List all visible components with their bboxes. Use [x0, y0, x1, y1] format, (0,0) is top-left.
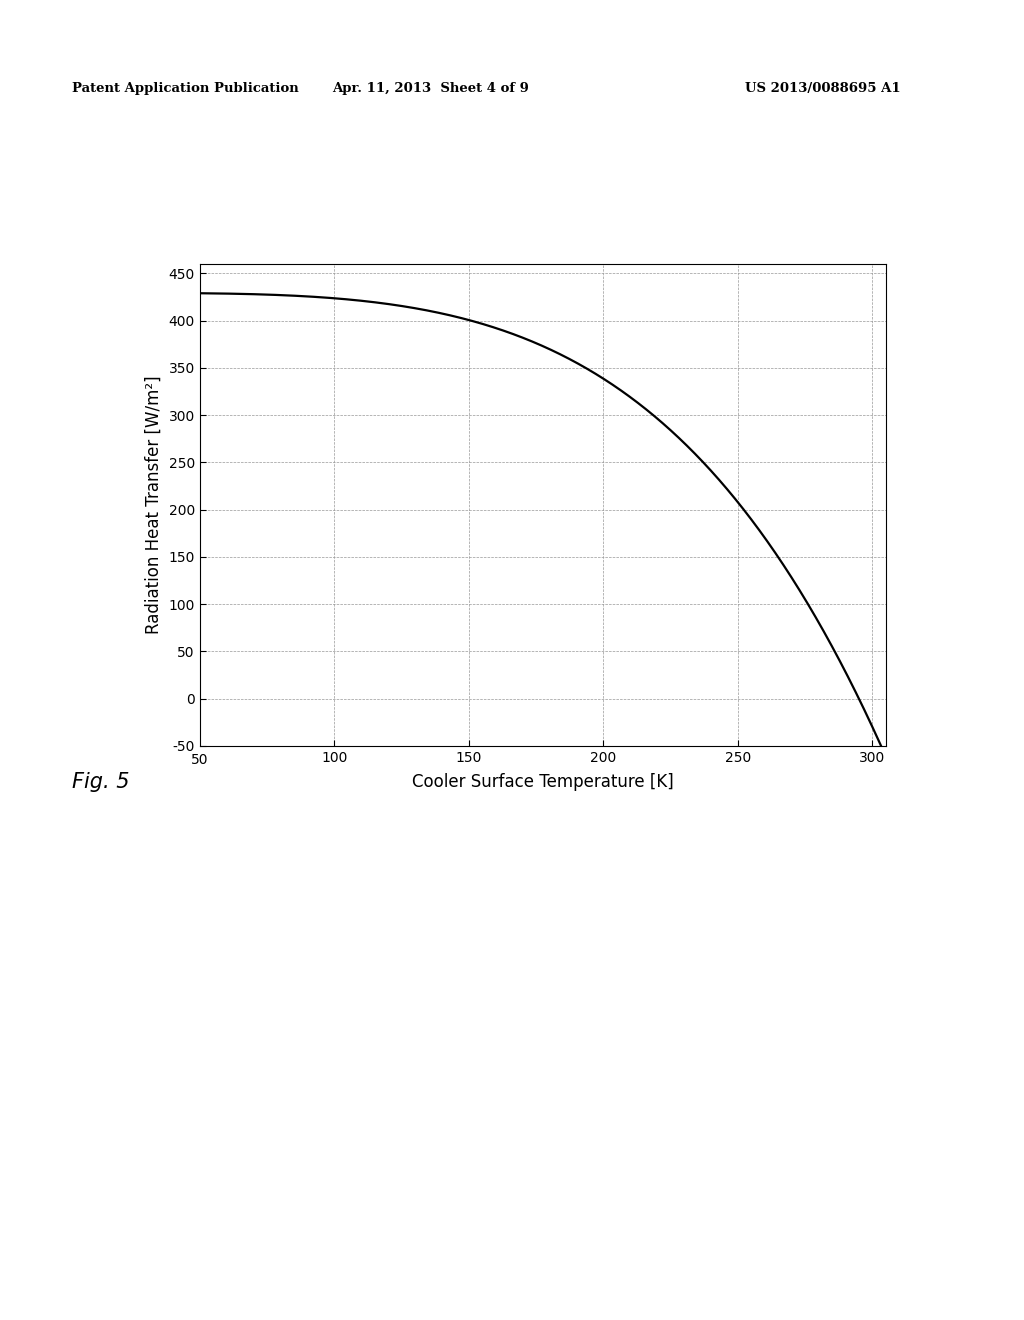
Text: 50: 50 — [190, 754, 209, 767]
Text: Apr. 11, 2013  Sheet 4 of 9: Apr. 11, 2013 Sheet 4 of 9 — [332, 82, 528, 95]
X-axis label: Cooler Surface Temperature [K]: Cooler Surface Temperature [K] — [412, 774, 674, 791]
Text: US 2013/0088695 A1: US 2013/0088695 A1 — [745, 82, 901, 95]
Text: Fig. 5: Fig. 5 — [72, 772, 129, 792]
Y-axis label: Radiation Heat Transfer [W/m²]: Radiation Heat Transfer [W/m²] — [144, 376, 163, 634]
Text: Patent Application Publication: Patent Application Publication — [72, 82, 298, 95]
